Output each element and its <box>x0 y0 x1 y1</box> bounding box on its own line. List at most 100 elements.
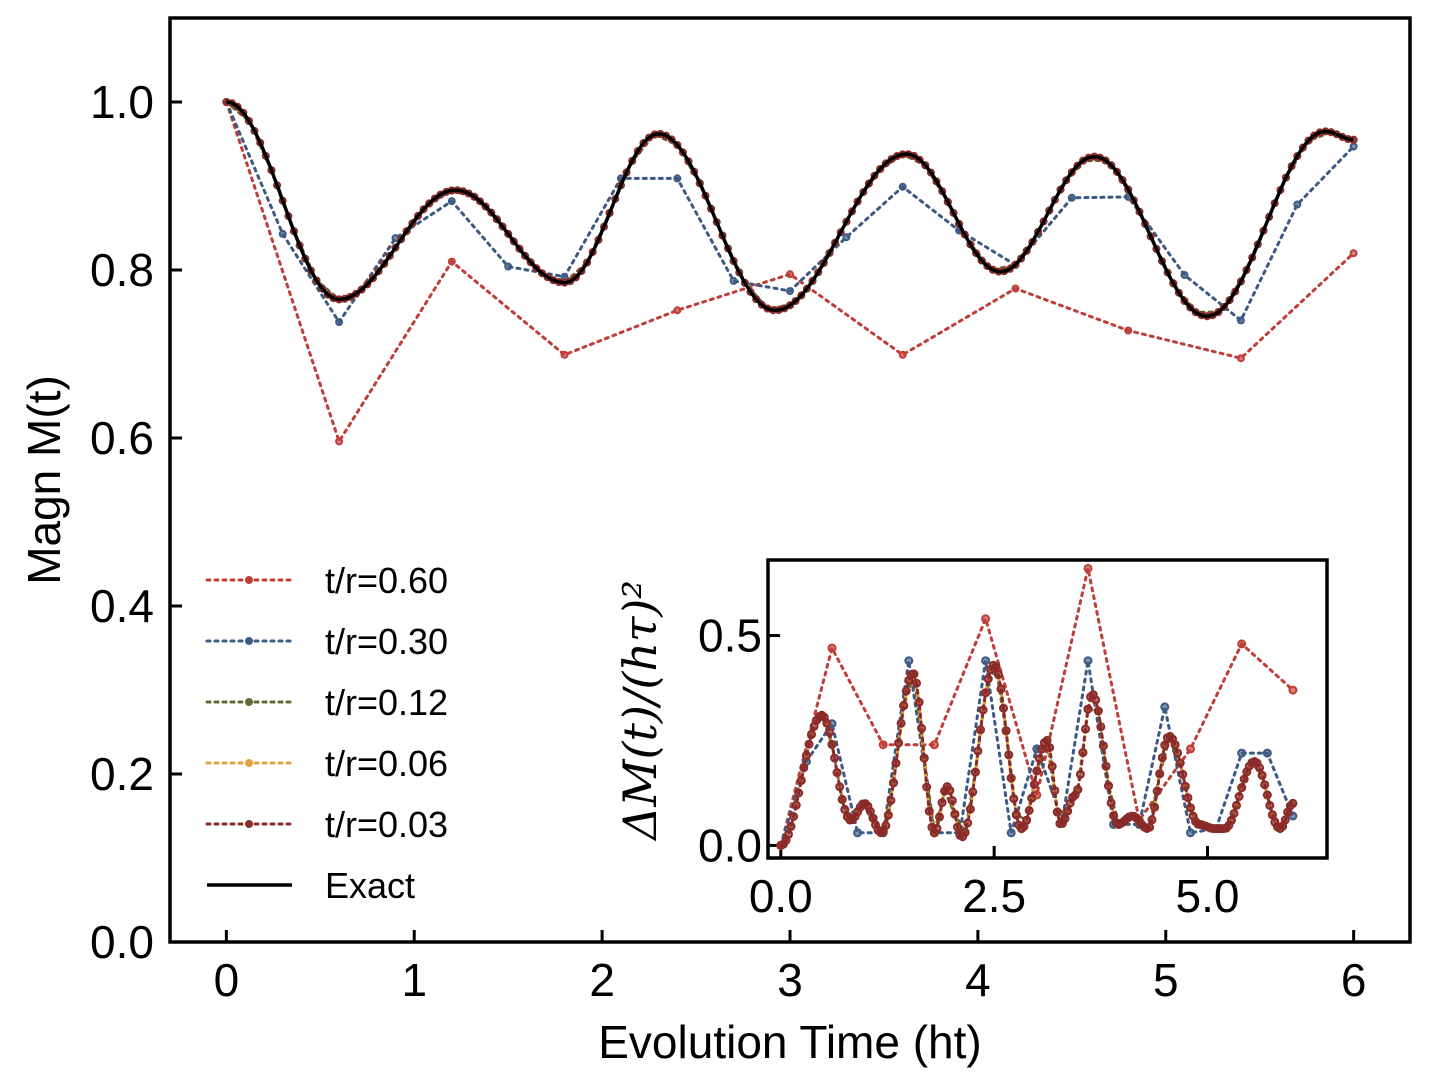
x-tick-label: 0.0 <box>749 870 813 922</box>
data-point <box>1006 773 1016 783</box>
data-point <box>1045 743 1055 753</box>
data-point <box>924 806 934 816</box>
data-point <box>1260 780 1270 790</box>
y-tick-label: 0.6 <box>90 412 154 464</box>
data-point <box>894 738 904 748</box>
data-point <box>950 809 960 819</box>
data-point <box>922 782 932 792</box>
x-tick-label: 5 <box>1153 954 1179 1006</box>
data-point <box>673 306 682 315</box>
data-point <box>978 705 988 715</box>
data-point <box>896 718 906 728</box>
data-point <box>891 758 901 768</box>
data-point <box>1109 811 1119 821</box>
data-point <box>1280 815 1290 825</box>
data-point <box>1091 695 1101 705</box>
data-point <box>878 740 888 750</box>
data-point <box>976 725 985 735</box>
x-tick-label: 3 <box>777 954 803 1006</box>
data-point <box>278 229 287 238</box>
data-point <box>842 233 851 242</box>
data-point <box>999 703 1008 713</box>
data-point <box>973 746 983 756</box>
data-point <box>1293 200 1302 209</box>
data-point <box>827 643 837 653</box>
data-point <box>1029 780 1039 789</box>
data-point <box>1042 736 1052 745</box>
data-point <box>837 794 847 804</box>
data-point <box>1083 704 1093 714</box>
data-point <box>1047 761 1057 771</box>
data-point <box>898 182 907 191</box>
legend-marker <box>245 698 253 706</box>
data-point <box>899 701 909 711</box>
data-point <box>945 785 955 795</box>
x-tick-label: 4 <box>965 954 991 1006</box>
data-point <box>1160 702 1170 712</box>
y-axis-title: Magn M(t) <box>18 375 70 585</box>
data-point <box>335 318 344 327</box>
data-point <box>991 662 1001 671</box>
data-point <box>1183 793 1193 803</box>
legend: t/r=0.60 t/r=0.30 t/r=0.12 t/r=0.06 t/r=0.03… <box>205 560 448 906</box>
data-point <box>1060 814 1070 824</box>
data-point <box>1288 798 1298 808</box>
inset-plot: 0.0 2.5 5.0 0.0 0.5 <box>698 558 1329 922</box>
data-point <box>835 782 845 792</box>
data-point <box>965 804 975 814</box>
data-point <box>786 270 794 279</box>
data-point <box>968 787 978 797</box>
data-point <box>1229 809 1239 818</box>
data-point <box>886 796 896 805</box>
data-point <box>789 812 799 821</box>
data-point <box>1022 815 1032 825</box>
data-point <box>807 729 816 739</box>
data-point <box>1011 810 1021 820</box>
inset-y-axis-title: ΔM(t)/(hτ)² <box>613 580 667 842</box>
data-point <box>947 796 957 806</box>
data-point <box>1001 726 1011 736</box>
data-point <box>801 751 811 760</box>
series-line <box>224 100 1356 318</box>
x-tick-label: 1 <box>401 954 427 1006</box>
x-axis-title: Evolution Time (ht) <box>598 1016 981 1068</box>
data-point <box>993 670 1003 680</box>
legend-marker <box>245 759 253 767</box>
data-point <box>1186 803 1195 813</box>
x-tick-label: 2.5 <box>962 870 1026 922</box>
data-point <box>917 723 927 733</box>
data-point <box>937 798 947 808</box>
data-point <box>1034 754 1044 764</box>
series-line <box>224 100 1356 318</box>
data-point <box>1147 815 1157 825</box>
data-point <box>932 823 942 833</box>
data-point <box>447 257 456 266</box>
data-point <box>898 350 907 359</box>
data-point <box>1083 656 1093 666</box>
data-point <box>1104 781 1113 791</box>
data-point <box>1098 741 1108 751</box>
data-point <box>786 821 796 831</box>
data-point <box>1262 790 1272 800</box>
data-point <box>791 800 801 810</box>
data-point <box>673 174 682 183</box>
data-point <box>981 688 991 698</box>
legend-marker <box>245 637 253 645</box>
data-point <box>1150 802 1160 812</box>
data-point <box>1004 750 1014 760</box>
legend-marker <box>245 820 253 828</box>
data-point <box>1063 806 1073 816</box>
data-point <box>1236 354 1245 363</box>
legend-label: t/r=0.12 <box>325 682 448 723</box>
data-point <box>1027 793 1037 803</box>
data-point <box>1011 284 1020 293</box>
legend-label: t/r=0.03 <box>325 804 448 845</box>
data-point <box>889 778 898 788</box>
data-point <box>983 674 993 684</box>
data-point <box>504 262 513 271</box>
data-point <box>1081 724 1090 734</box>
data-point <box>1234 792 1244 801</box>
inset-axes-frame <box>766 558 1329 860</box>
legend-marker <box>245 576 253 584</box>
legend-label: t/r=0.60 <box>325 560 448 601</box>
